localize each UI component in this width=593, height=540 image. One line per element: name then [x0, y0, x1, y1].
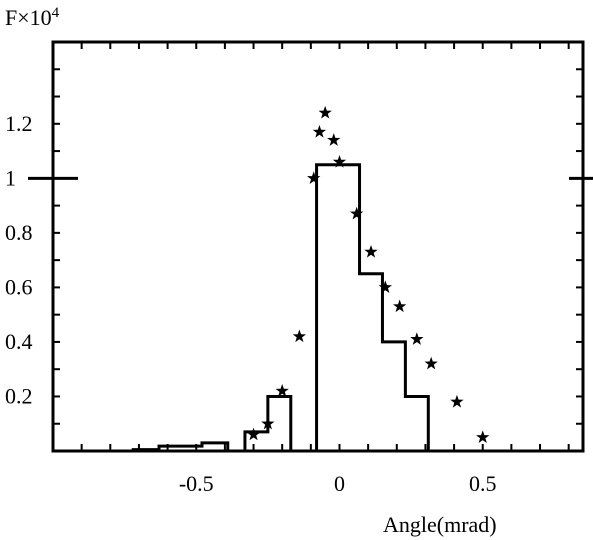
y-tick-label: 0.6 [5, 274, 33, 299]
histogram-bar [202, 443, 228, 451]
histogram-bar [317, 165, 360, 451]
star-data-point [392, 299, 407, 313]
star-data-point [246, 427, 261, 441]
y-tick-label: 1 [5, 165, 16, 190]
star-data-point [332, 154, 347, 168]
star-data-point [476, 430, 490, 444]
y-tick-label: 0.2 [5, 383, 33, 408]
series-group [131, 105, 490, 453]
star-data-point [410, 332, 424, 345]
star-data-point [292, 329, 307, 343]
axis-ticks [28, 42, 593, 451]
y-tick-label: 1.2 [5, 111, 33, 136]
histogram-bar [159, 446, 202, 451]
star-data-point [327, 133, 341, 146]
star-data-point [424, 356, 438, 370]
y-axis-label-base: F×10 [5, 5, 52, 30]
tick-labels: -0.5 0 0.5 0.2 0.4 0.6 0.8 1 1.2 [5, 111, 496, 496]
star-data-point [350, 206, 364, 220]
x-axis-label: Angle(mrad) [383, 512, 497, 537]
x-tick-label: 0.5 [469, 471, 497, 496]
x-tick-label: -0.5 [179, 471, 214, 496]
y-tick-label: 0.4 [5, 329, 33, 354]
histogram-bar [133, 450, 159, 451]
star-data-point [450, 394, 464, 408]
histogram-series-line [131, 163, 430, 453]
histogram-bar [360, 274, 383, 451]
star-data-point [378, 280, 392, 294]
star-data-point [275, 384, 289, 397]
x-tick-label: 0 [334, 471, 345, 496]
star-data-point [261, 416, 275, 430]
y-axis-label-exponent: 4 [52, 5, 60, 21]
star-data-point [312, 124, 327, 138]
y-tick-label: 0.8 [5, 220, 33, 245]
star-data-point [307, 171, 321, 184]
y-axis-label: F×104 [5, 5, 60, 30]
histogram-bar [405, 396, 428, 451]
histogram-bar [382, 342, 405, 451]
star-data-point [364, 244, 378, 258]
star-data-point [318, 105, 332, 119]
